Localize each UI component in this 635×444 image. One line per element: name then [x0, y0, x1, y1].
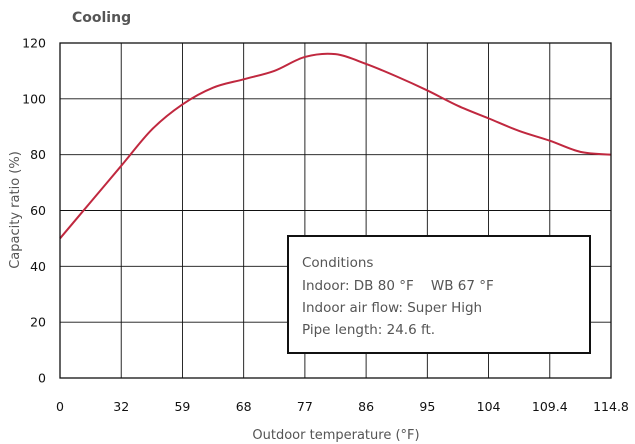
- y-tick-labels: 0 20 40 60 80 100 120: [22, 36, 46, 386]
- y-tick-label: 20: [30, 315, 46, 330]
- x-tick-label: 104: [477, 399, 501, 414]
- x-tick-labels: 0 32 59 68 77 86 95 104 109.4 114.8: [56, 399, 629, 414]
- y-tick-label: 60: [30, 203, 46, 218]
- y-tick-label: 120: [22, 36, 46, 51]
- capacity-ratio-line: [59, 52, 612, 240]
- plot-frame: [59, 42, 612, 379]
- y-tick-label: 100: [22, 91, 46, 106]
- x-tick-label: 114.8: [593, 399, 629, 414]
- x-tick-label: 59: [174, 399, 190, 414]
- x-tick-label: 77: [297, 399, 313, 414]
- conditions-heading: Conditions: [302, 255, 373, 271]
- chart-title: Cooling: [72, 10, 131, 26]
- conditions-box-frame: [287, 235, 591, 354]
- conditions-air-flow: Indoor air flow: Super High: [302, 300, 482, 316]
- y-tick-label: 40: [30, 259, 46, 274]
- y-tick-label: 80: [30, 147, 46, 162]
- x-tick-label: 95: [419, 399, 435, 414]
- conditions-pipe-length: Pipe length: 24.6 ft.: [302, 322, 435, 338]
- conditions-indoor-temps: Indoor: DB 80 °F WB 67 °F: [302, 278, 494, 294]
- x-tick-label: 68: [236, 399, 252, 414]
- x-tick-label: 86: [358, 399, 374, 414]
- x-tick-label: 109.4: [532, 399, 568, 414]
- x-tick-label: 0: [56, 399, 64, 414]
- x-tick-label: 32: [113, 399, 129, 414]
- x-axis-label: Outdoor temperature (°F): [252, 428, 419, 443]
- y-axis-label: Capacity ratio (%): [8, 151, 23, 269]
- y-tick-label: 0: [38, 371, 46, 386]
- conditions-box: Conditions Indoor: DB 80 °F WB 67 °F Ind…: [287, 235, 591, 354]
